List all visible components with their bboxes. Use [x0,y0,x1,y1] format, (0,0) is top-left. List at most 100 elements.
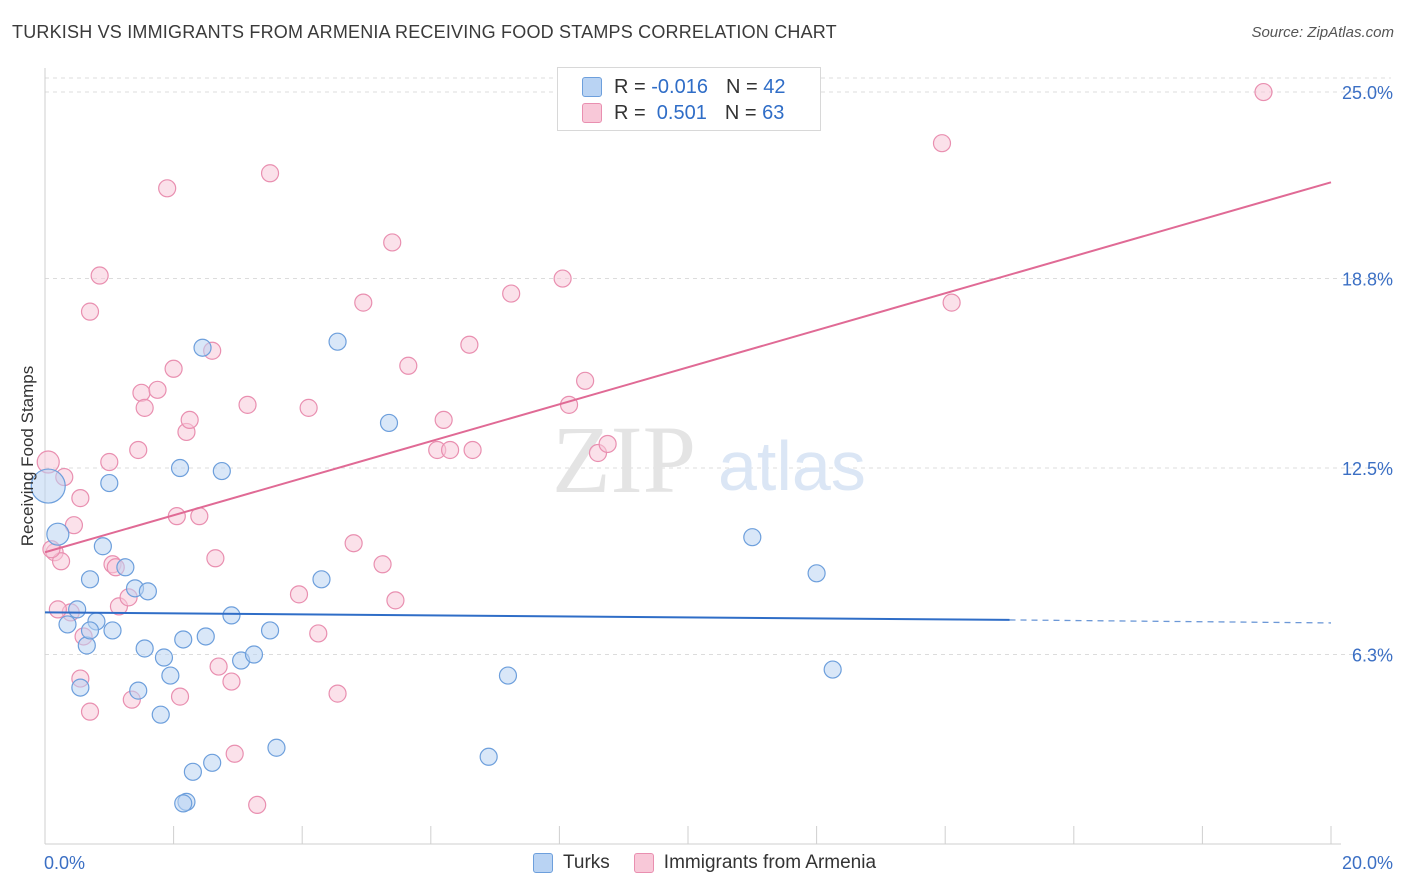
grid-layer [45,77,1391,656]
turks-point [244,645,264,664]
turks-swatch [533,853,553,873]
legend-r-label: R = [614,75,646,98]
turks-point [129,681,148,700]
armenia-point [383,233,402,252]
turks-point [68,600,87,619]
legend-item-armenia[interactable]: Immigrants from Armenia [633,852,877,874]
armenia-point [132,383,151,402]
armenia-point [289,585,309,604]
turks-point [154,648,174,667]
armenia-point [158,179,177,198]
armenia-point [48,600,67,619]
turks-point [80,621,100,640]
armenia-point [135,398,154,417]
turks-point [203,753,222,772]
legend-r-value: -0.016 [651,75,708,98]
armenia-point [100,452,119,472]
turks-point [222,606,241,625]
turks-point [312,570,331,589]
armenia-point [328,684,347,703]
y-tick-label: 6.3% [1352,646,1393,666]
legend-item-turks[interactable]: Turks [533,852,610,874]
turks-point [328,332,347,351]
armenia-point [399,356,418,375]
armenia-point [51,552,71,571]
y-tick-label: 25.0% [1342,83,1393,103]
armenia-point [90,266,109,285]
y-tick-label: 12.5% [1342,459,1393,479]
armenia-point [64,516,84,535]
armenia-point [80,302,100,321]
turks-point [174,794,193,813]
armenia-point [932,134,952,153]
axis-layer: 6.3% 12.5% 18.8% 25.0% 0.0% 20.0% [44,68,1393,873]
chart-title: TURKISH VS IMMIGRANTS FROM ARMENIA RECEI… [12,22,837,42]
armenia-point [434,410,453,430]
turks-point [103,621,122,640]
turks-point [379,413,399,433]
armenia-point [460,335,479,354]
armenia-point [502,284,521,303]
legend-n-value: 63 [762,101,785,124]
armenia-point [299,398,318,417]
armenia-point [440,440,460,460]
armenia-point [309,624,328,643]
legend-n-label: N = [724,101,757,124]
turks-trend-line [44,611,1010,621]
turks-point [100,473,119,493]
armenia-point [206,549,225,568]
turks-point [479,747,498,766]
armenia-point [71,489,90,508]
armenia-point [180,410,199,430]
watermark-zip: ZIP [552,406,696,513]
legend-n-label: N = [725,75,758,98]
turks-point [260,621,280,640]
armenia-swatch [582,103,602,123]
turks-point [212,461,231,481]
series-legend: Turks Immigrants from Armenia [533,852,900,874]
turks-point [77,636,96,655]
armenia-point [170,687,190,706]
legend-r-value: 0.501 [651,101,707,124]
armenia-point [238,395,257,414]
legend-label: Immigrants from Armenia [663,852,877,873]
turks-point [183,762,202,781]
armenia-swatch [633,853,654,873]
turks-swatch [582,77,602,97]
turks-point [116,558,135,577]
armenia-point [209,657,228,676]
armenia-point [576,371,595,390]
y-tick-label: 18.8% [1342,270,1393,290]
armenia-trend-line [44,181,1332,554]
legend-row-turks: R = -0.016 N = 42 [582,75,785,99]
armenia-point [553,269,572,288]
armenia-point [942,293,961,312]
turks-point [151,705,170,724]
turks-point [135,639,154,658]
legend-n-value: 42 [763,75,786,98]
armenia-point [1254,82,1273,102]
turks-point [498,666,518,685]
armenia-point [386,591,405,610]
turks-point [93,537,112,556]
armenia-point [129,440,148,460]
turks-point [161,666,180,685]
turks-point [138,582,157,601]
armenia-point [344,534,363,553]
armenia-point [598,434,617,454]
points-layer [30,82,1273,814]
source-label: Source: ZipAtlas.com [1251,24,1394,41]
turks-point [743,528,762,547]
armenia-point [463,440,482,460]
armenia-point [148,380,167,399]
turks-point [267,738,286,757]
armenia-point [222,672,241,691]
y-axis-title: Receiving Food Stamps [18,366,37,546]
watermark-atlas: atlas [718,427,866,505]
turks-point [46,522,70,546]
legend-row-armenia: R = 0.501 N = 63 [582,101,784,125]
armenia-point [354,293,373,312]
trend-layer [44,181,1332,624]
turks-point [823,660,842,679]
